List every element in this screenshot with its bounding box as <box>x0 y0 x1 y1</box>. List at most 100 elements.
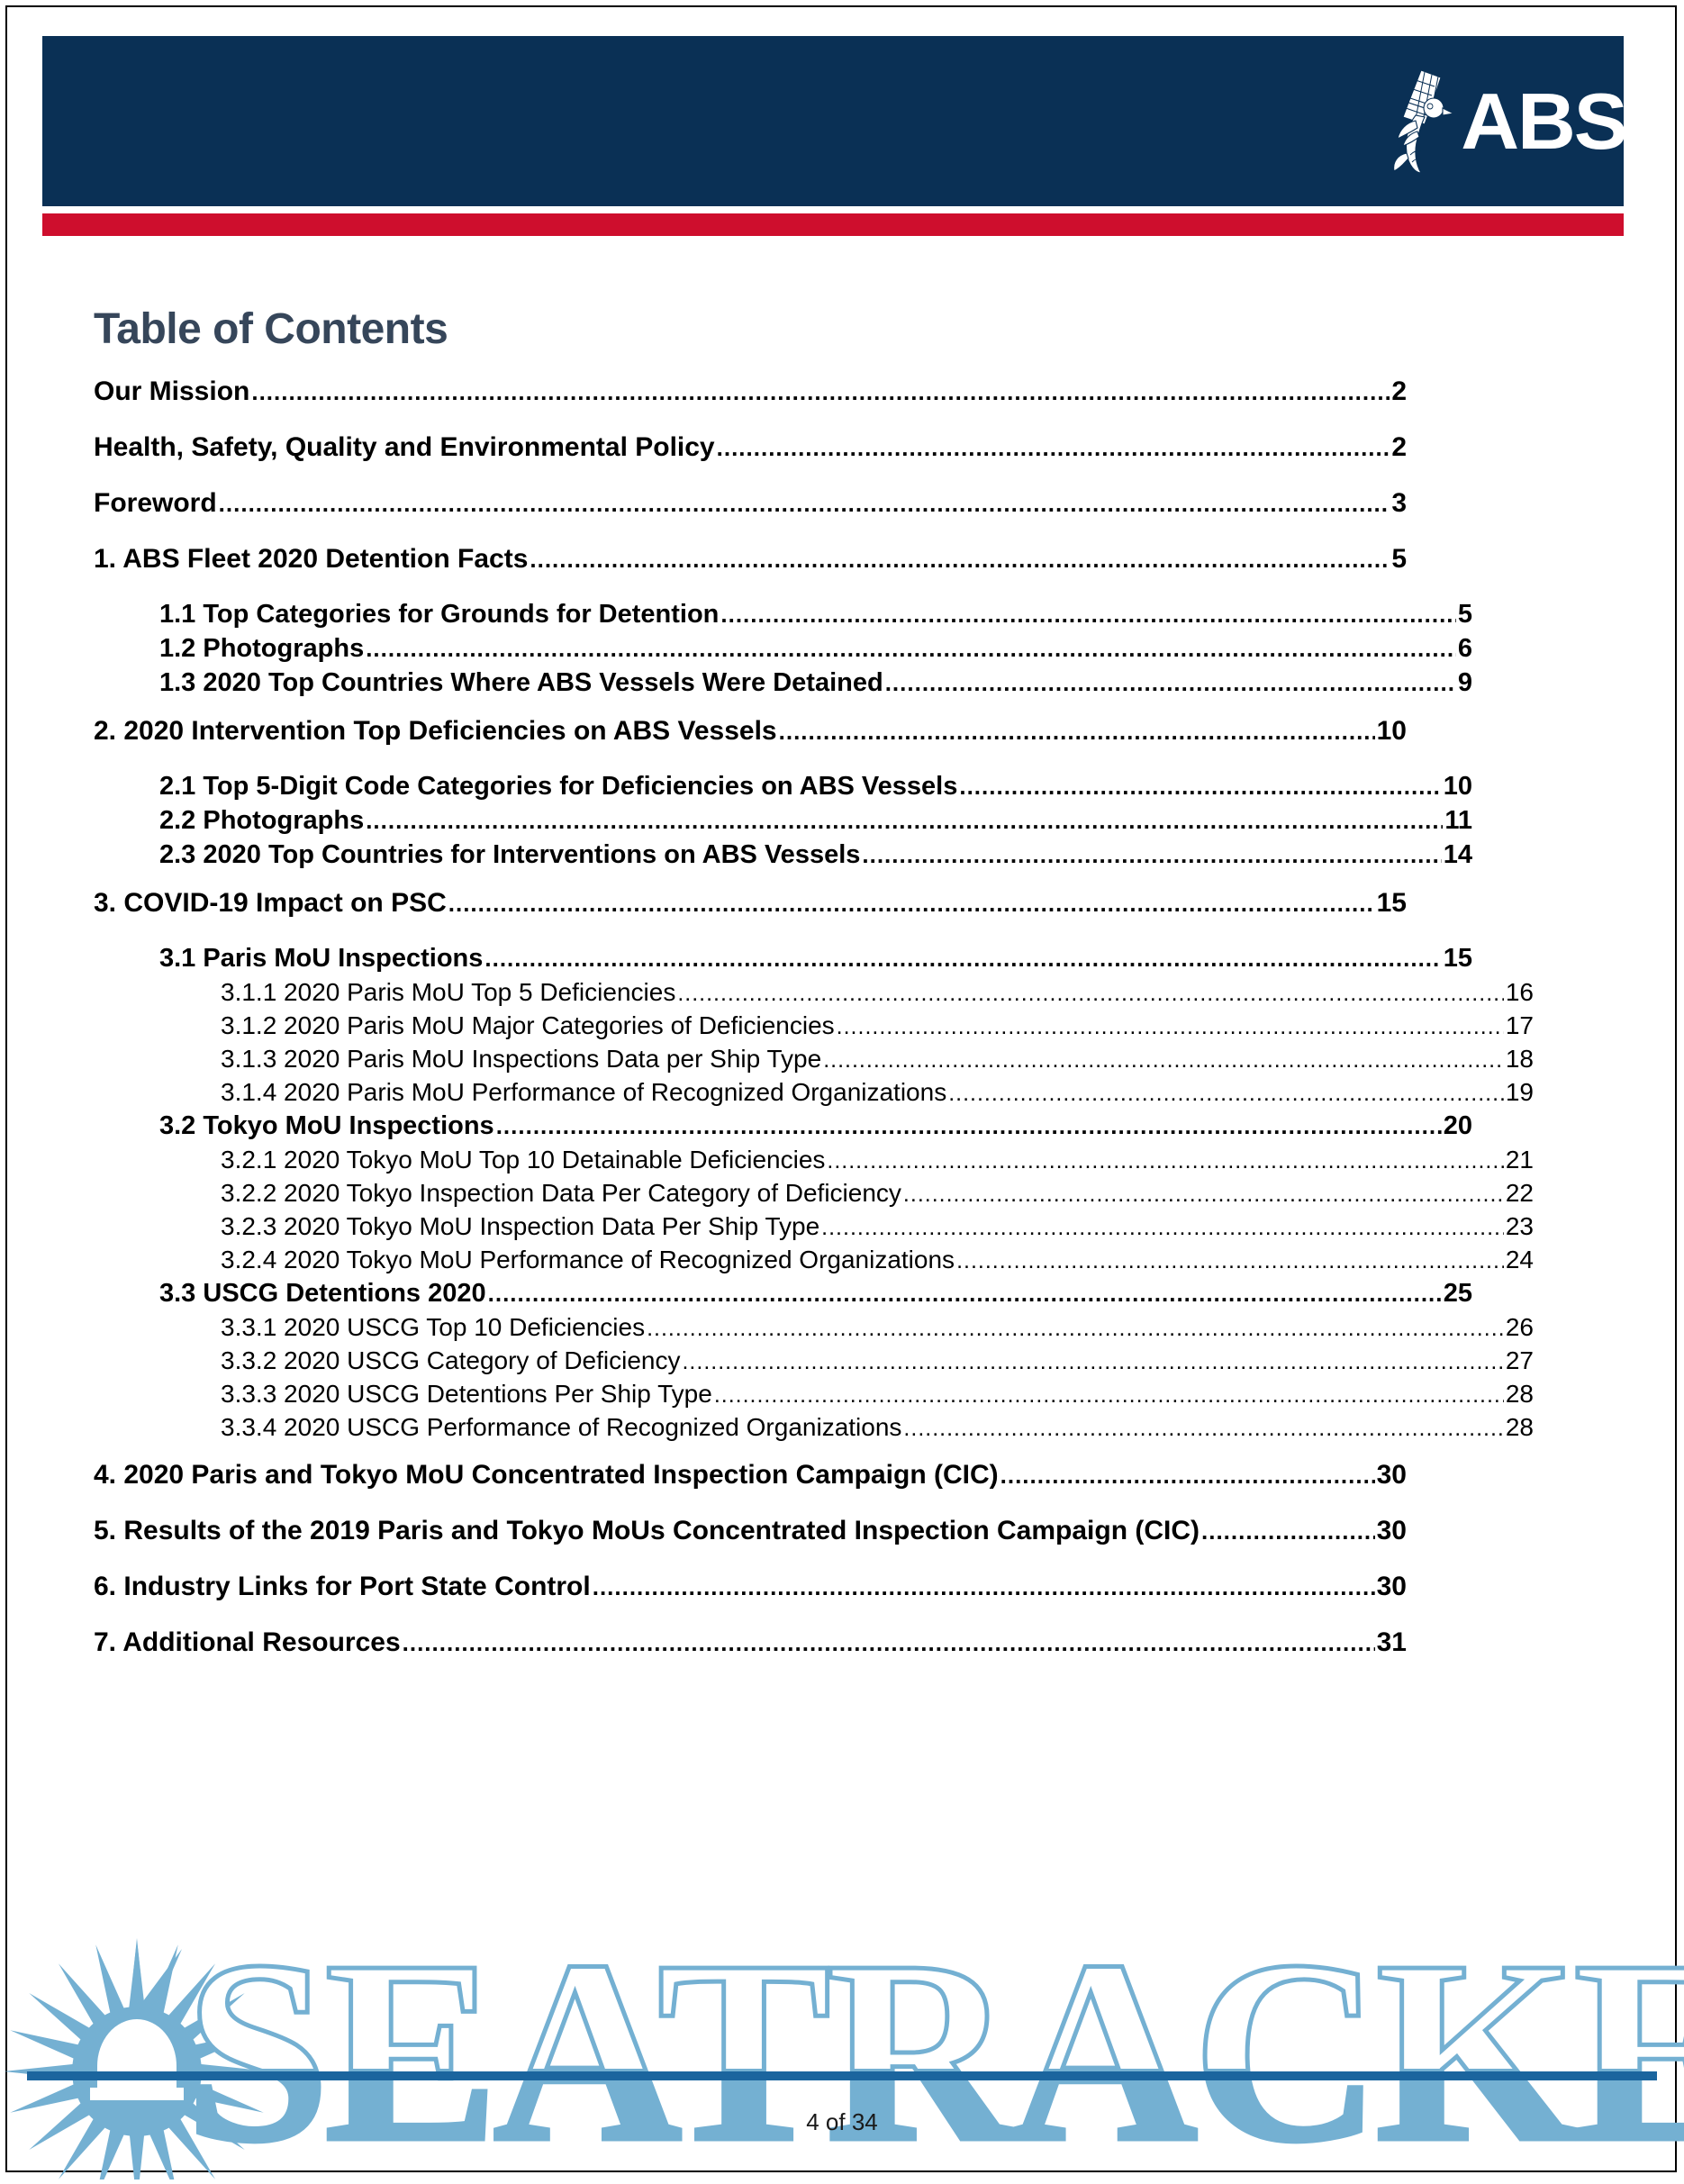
toc-entry[interactable]: 2.2 Photographs.........................… <box>94 806 1472 836</box>
toc-leader-dots: ........................................… <box>218 490 1390 517</box>
toc-leader-dots: ........................................… <box>592 1573 1375 1600</box>
toc-entry-label: 3.1.3 2020 Paris MoU Inspections Data pe… <box>221 1045 822 1073</box>
toc-leader-dots: ........................................… <box>716 434 1390 461</box>
toc-entry[interactable]: Health, Safety, Quality and Environmenta… <box>94 432 1407 463</box>
toc-entry-label: 3.2.4 2020 Tokyo MoU Performance of Reco… <box>221 1246 955 1273</box>
toc-leader-dots: ........................................… <box>836 1014 1504 1039</box>
toc-entry-page: 18 <box>1505 1045 1534 1073</box>
toc-entry-label: 7. Additional Resources <box>94 1627 401 1657</box>
toc-entry-label: 3.3.2 2020 USCG Category of Deficiency <box>221 1346 681 1374</box>
toc-leader-dots: ........................................… <box>366 807 1444 834</box>
toc-entry-label: 1.1 Top Categories for Grounds for Deten… <box>159 600 720 629</box>
toc-entry[interactable]: Foreword................................… <box>94 488 1407 519</box>
toc-entry[interactable]: 1.1 Top Categories for Grounds for Deten… <box>94 600 1472 630</box>
toc-entry-label: 3.2 Tokyo MoU Inspections <box>159 1111 494 1140</box>
toc-leader-dots: ........................................… <box>948 1081 1504 1106</box>
footer-page-indicator: 4 of 34 <box>806 2108 878 2135</box>
toc-entry[interactable]: 3.2.4 2020 Tokyo MoU Performance of Reco… <box>94 1246 1534 1274</box>
toc-entry-page: 27 <box>1505 1346 1534 1374</box>
toc-entry-page: 10 <box>1443 772 1472 801</box>
toc-leader-dots: ........................................… <box>884 669 1456 696</box>
toc-entry[interactable]: 3.3.2 2020 USCG Category of Deficiency..… <box>94 1346 1534 1375</box>
toc-entry-label: 3.3 USCG Detentions 2020 <box>159 1279 486 1308</box>
toc-leader-dots: ........................................… <box>823 1047 1504 1073</box>
header-navy-band-top <box>42 36 1624 130</box>
toc-entry-page: 22 <box>1505 1179 1534 1207</box>
toc-leader-dots: ........................................… <box>1000 1462 1375 1489</box>
toc-entry[interactable]: 3.3.3 2020 USCG Detentions Per Ship Type… <box>94 1380 1534 1409</box>
toc-list: Our Mission.............................… <box>94 376 1534 1683</box>
toc-entry[interactable]: 2.1 Top 5-Digit Code Categories for Defi… <box>94 772 1472 802</box>
toc-entry[interactable]: 3.2.2 2020 Tokyo Inspection Data Per Cat… <box>94 1179 1534 1208</box>
toc-entry-page: 21 <box>1505 1146 1534 1174</box>
watermark-strike-line <box>27 2071 1657 2080</box>
toc-entry[interactable]: 3.3.4 2020 USCG Performance of Recognize… <box>94 1413 1534 1442</box>
toc-entry-page: 15 <box>1443 944 1472 973</box>
toc-leader-dots: ........................................… <box>827 1148 1503 1174</box>
toc-entry[interactable]: 5. Results of the 2019 Paris and Tokyo M… <box>94 1516 1407 1546</box>
toc-entry-page: 2 <box>1391 376 1407 406</box>
toc-entry[interactable]: 3.2.1 2020 Tokyo MoU Top 10 Detainable D… <box>94 1146 1534 1174</box>
toc-entry-page: 5 <box>1457 600 1472 629</box>
toc-entry[interactable]: 3.1 Paris MoU Inspections...............… <box>94 944 1472 974</box>
toc-entry[interactable]: 3.2 Tokyo MoU Inspections...............… <box>94 1111 1472 1141</box>
toc-entry-page: 2 <box>1391 432 1407 462</box>
toc-leader-dots: ........................................… <box>402 1629 1375 1656</box>
toc-entry[interactable]: 3.3.1 2020 USCG Top 10 Deficiencies.....… <box>94 1313 1534 1342</box>
toc-entry[interactable]: 3.1.2 2020 Paris MoU Major Categories of… <box>94 1011 1534 1040</box>
toc-entry[interactable]: 3.2.3 2020 Tokyo MoU Inspection Data Per… <box>94 1212 1534 1241</box>
toc-leader-dots: ........................................… <box>959 773 1441 800</box>
toc-entry-page: 6 <box>1457 634 1472 663</box>
toc-entry-page: 14 <box>1443 840 1472 869</box>
toc-leader-dots: ........................................… <box>778 718 1375 745</box>
toc-leader-dots: ........................................… <box>720 601 1455 628</box>
toc-entry[interactable]: 3.1.3 2020 Paris MoU Inspections Data pe… <box>94 1045 1534 1074</box>
toc-leader-dots: ........................................… <box>682 1349 1503 1374</box>
toc-entry-page: 9 <box>1457 668 1472 697</box>
toc-entry[interactable]: 3.3 USCG Detentions 2020................… <box>94 1279 1472 1309</box>
toc-entry[interactable]: 6. Industry Links for Port State Control… <box>94 1572 1407 1602</box>
toc-entry-label: 3.2.3 2020 Tokyo MoU Inspection Data Per… <box>221 1212 820 1240</box>
toc-entry-label: 2.1 Top 5-Digit Code Categories for Defi… <box>159 772 958 801</box>
toc-entry[interactable]: 3. COVID-19 Impact on PSC...............… <box>94 888 1407 919</box>
toc-entry-page: 10 <box>1376 716 1407 746</box>
toc-entry-page: 26 <box>1505 1313 1534 1341</box>
toc-entry[interactable]: 1. ABS Fleet 2020 Detention Facts.......… <box>94 544 1407 575</box>
toc-entry[interactable]: 2.3 2020 Top Countries for Interventions… <box>94 840 1472 870</box>
toc-entry[interactable]: 4. 2020 Paris and Tokyo MoU Concentrated… <box>94 1460 1407 1491</box>
watermark-text: SEATRACKER.RU <box>185 1907 1684 2179</box>
toc-entry-page: 31 <box>1376 1627 1407 1657</box>
toc-entry-page: 25 <box>1443 1279 1472 1308</box>
toc-entry-label: 3.2.1 2020 Tokyo MoU Top 10 Detainable D… <box>221 1146 826 1174</box>
toc-leader-dots: ........................................… <box>903 1416 1504 1441</box>
toc-entry[interactable]: 3.1.1 2020 Paris MoU Top 5 Deficiencies.… <box>94 978 1534 1007</box>
toc-leader-dots: ........................................… <box>821 1215 1504 1240</box>
toc-entry-label: 6. Industry Links for Port State Control <box>94 1572 591 1601</box>
toc-entry-label: 3.3.3 2020 USCG Detentions Per Ship Type <box>221 1380 712 1408</box>
toc-leader-dots: ........................................… <box>902 1182 1504 1207</box>
toc-entry-label: Our Mission <box>94 376 250 406</box>
toc-entry[interactable]: 1.2 Photographs.........................… <box>94 634 1472 664</box>
toc-entry-label: 3. COVID-19 Impact on PSC <box>94 888 447 918</box>
toc-entry-label: 3.1.4 2020 Paris MoU Performance of Reco… <box>221 1078 947 1106</box>
toc-entry[interactable]: Our Mission.............................… <box>94 376 1407 407</box>
toc-entry-label: 3.1.2 2020 Paris MoU Major Categories of… <box>221 1011 835 1039</box>
toc-entry-page: 20 <box>1443 1111 1472 1140</box>
toc-leader-dots: ........................................… <box>448 890 1375 917</box>
toc-entry-label: 2.3 2020 Top Countries for Interventions… <box>159 840 861 869</box>
toc-entry[interactable]: 3.1.4 2020 Paris MoU Performance of Reco… <box>94 1078 1534 1107</box>
toc-entry-page: 5 <box>1391 544 1407 574</box>
abs-logo: ABS <box>1376 68 1628 176</box>
toc-entry[interactable]: 1.3 2020 Top Countries Where ABS Vessels… <box>94 668 1472 698</box>
toc-entry-label: 3.2.2 2020 Tokyo Inspection Data Per Cat… <box>221 1179 901 1207</box>
toc-leader-dots: ........................................… <box>366 635 1456 662</box>
toc-entry[interactable]: 2. 2020 Intervention Top Deficiencies on… <box>94 716 1407 747</box>
page-title: Table of Contents <box>94 305 448 353</box>
toc-leader-dots: ........................................… <box>484 945 1442 972</box>
toc-entry[interactable]: 7. Additional Resources.................… <box>94 1627 1407 1658</box>
toc-entry-label: 1. ABS Fleet 2020 Detention Facts <box>94 544 529 574</box>
toc-leader-dots: ........................................… <box>251 378 1390 405</box>
header-red-stripe <box>42 213 1624 236</box>
toc-entry-page: 28 <box>1505 1413 1534 1441</box>
toc-leader-dots: ........................................… <box>713 1382 1504 1408</box>
